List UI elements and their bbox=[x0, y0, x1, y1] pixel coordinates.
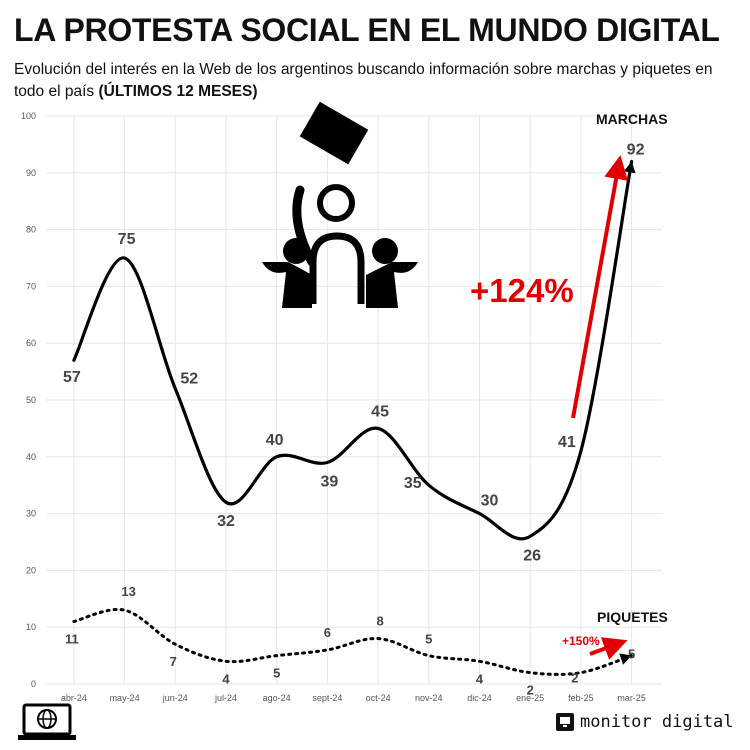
series-line-piquetes bbox=[72, 607, 634, 676]
y-tick-label: 50 bbox=[26, 395, 36, 405]
x-tick-label: nov-24 bbox=[415, 693, 443, 703]
data-label: 92 bbox=[627, 141, 645, 158]
data-label: 35 bbox=[404, 475, 422, 492]
series-label-piquetes: PIQUETES bbox=[597, 609, 668, 625]
data-label: 40 bbox=[266, 432, 284, 449]
data-label: 5 bbox=[628, 647, 635, 662]
x-tick-label: sept-24 bbox=[312, 693, 342, 703]
y-tick-label: 70 bbox=[26, 281, 36, 291]
data-label: 41 bbox=[558, 434, 576, 451]
piquetes-trend-arrow bbox=[589, 637, 628, 660]
y-tick-label: 90 bbox=[26, 168, 36, 178]
piquetes-change-label: +150% bbox=[562, 634, 600, 648]
data-label: 5 bbox=[273, 666, 280, 681]
data-label: 13 bbox=[121, 584, 135, 599]
subtitle-period: (ÚLTIMOS 12 MESES) bbox=[98, 83, 258, 100]
data-label: 6 bbox=[324, 625, 331, 640]
x-tick-label: oct-24 bbox=[366, 693, 391, 703]
y-tick-label: 60 bbox=[26, 338, 36, 348]
x-tick-label: mar-25 bbox=[617, 693, 646, 703]
data-label: 5 bbox=[425, 632, 432, 647]
series-label-marchas: MARCHAS bbox=[596, 111, 668, 127]
data-label: 57 bbox=[63, 369, 81, 386]
data-label: 8 bbox=[376, 614, 383, 629]
monitor-icon bbox=[556, 713, 574, 731]
y-tick-label: 20 bbox=[26, 565, 36, 575]
marchas-trend-arrow bbox=[571, 155, 628, 419]
series-line-marchas bbox=[72, 159, 634, 541]
brand-name: monitor digital bbox=[580, 712, 734, 732]
x-axis: abr-24 may-24 jun-24 jul-24 ago-24 sept-24 oct… bbox=[61, 693, 646, 703]
data-label: 45 bbox=[371, 403, 389, 420]
y-tick-label: 10 bbox=[26, 622, 36, 632]
subtitle-text: Evolución del interés en la Web de los a… bbox=[14, 61, 713, 100]
data-label: 75 bbox=[118, 231, 136, 248]
marchas-change-label: +124% bbox=[470, 272, 574, 309]
x-tick-label: dic-24 bbox=[467, 693, 492, 703]
data-label: 26 bbox=[523, 547, 541, 564]
y-tick-label: 80 bbox=[26, 225, 36, 235]
data-label: 52 bbox=[180, 371, 198, 388]
x-tick-label: ago-24 bbox=[263, 693, 291, 703]
y-tick-label: 0 bbox=[31, 679, 36, 689]
data-label: 2 bbox=[527, 683, 534, 698]
x-tick-label: ene-25 bbox=[516, 693, 544, 703]
x-tick-label: abr-24 bbox=[61, 693, 87, 703]
data-label: 11 bbox=[65, 632, 79, 647]
grid bbox=[46, 115, 662, 685]
y-tick-label: 30 bbox=[26, 509, 36, 519]
data-label: 30 bbox=[481, 493, 499, 510]
chart-title: LA PROTESTA SOCIAL EN EL MUNDO DIGITAL bbox=[14, 12, 720, 48]
y-axis: 0 10 20 30 40 50 60 70 80 90 100 bbox=[21, 111, 36, 689]
x-tick-label: jul-24 bbox=[214, 693, 237, 703]
y-tick-label: 100 bbox=[21, 111, 36, 121]
x-tick-label: may-24 bbox=[110, 693, 140, 703]
x-tick-label: feb-25 bbox=[568, 693, 594, 703]
data-label: 2 bbox=[571, 671, 578, 686]
chart-subtitle: Evolución del interés en la Web de los a… bbox=[14, 59, 714, 103]
globe-laptop-icon bbox=[18, 703, 76, 740]
y-tick-label: 40 bbox=[26, 452, 36, 462]
brand-logo: monitor digital bbox=[556, 712, 734, 732]
data-label: 39 bbox=[320, 473, 338, 490]
protest-icon bbox=[262, 101, 418, 308]
data-label: 32 bbox=[217, 513, 235, 530]
data-label: 4 bbox=[222, 671, 230, 686]
data-label: 4 bbox=[476, 671, 484, 686]
data-label: 7 bbox=[170, 654, 177, 669]
x-tick-label: jun-24 bbox=[162, 693, 188, 703]
